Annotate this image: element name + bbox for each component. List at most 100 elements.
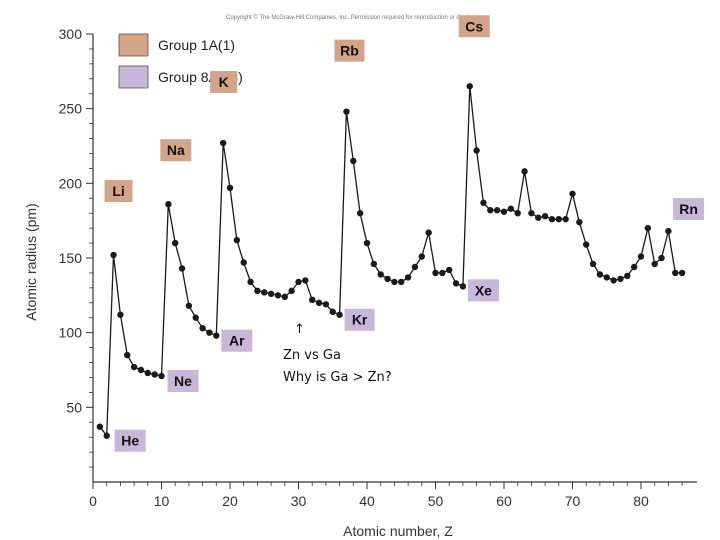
data-point bbox=[452, 280, 460, 287]
data-point bbox=[329, 308, 336, 315]
data-point bbox=[569, 190, 576, 197]
x-tick-label: 60 bbox=[496, 493, 512, 509]
data-point bbox=[96, 423, 104, 430]
data-point bbox=[377, 271, 384, 278]
data-point bbox=[514, 210, 521, 217]
data-point bbox=[233, 236, 241, 244]
data-point bbox=[363, 239, 371, 247]
data-point bbox=[302, 277, 309, 284]
data-point bbox=[165, 201, 172, 208]
data-point bbox=[493, 207, 501, 214]
data-point bbox=[411, 263, 419, 271]
data-point bbox=[658, 254, 665, 262]
data-point bbox=[555, 215, 562, 223]
element-label-kr: Kr bbox=[352, 312, 368, 328]
data-point bbox=[432, 269, 439, 277]
data-point bbox=[528, 210, 535, 217]
data-point bbox=[473, 147, 480, 154]
data-point bbox=[637, 253, 645, 260]
data-point bbox=[172, 239, 179, 247]
data-point bbox=[480, 199, 487, 206]
element-label-box bbox=[673, 197, 705, 220]
element-label-box bbox=[467, 279, 499, 302]
data-point bbox=[589, 260, 597, 268]
x-tick-label: 30 bbox=[291, 493, 307, 509]
annotation-arrow: ↑ bbox=[294, 322, 305, 337]
x-tick-label: 20 bbox=[222, 493, 238, 509]
x-tick-label: 0 bbox=[89, 493, 97, 509]
element-label-rb: Rb bbox=[340, 43, 359, 59]
element-label-box bbox=[458, 15, 490, 38]
x-tick-label: 70 bbox=[565, 493, 581, 509]
data-point bbox=[624, 272, 631, 280]
data-point bbox=[562, 215, 569, 223]
data-point bbox=[343, 108, 350, 115]
x-tick-label: 10 bbox=[154, 493, 170, 509]
data-point bbox=[651, 260, 658, 268]
legend-swatch bbox=[118, 65, 149, 89]
element-label-rn: Rn bbox=[679, 201, 698, 217]
data-point bbox=[137, 366, 145, 374]
element-label-box bbox=[210, 71, 238, 94]
data-point bbox=[254, 287, 261, 295]
data-point bbox=[117, 311, 124, 318]
element-label-na: Na bbox=[167, 142, 185, 158]
y-axis-label: Atomic radius (pm) bbox=[23, 203, 39, 320]
data-point bbox=[576, 218, 583, 226]
data-point bbox=[596, 271, 604, 278]
element-label-li: Li bbox=[112, 183, 124, 199]
data-point bbox=[665, 227, 672, 235]
data-point bbox=[391, 278, 398, 286]
element-label-box bbox=[221, 329, 253, 352]
data-point bbox=[487, 207, 494, 214]
element-labels: Li Na K Rb Cs He Ne Ar Kr Xe Rn bbox=[104, 15, 705, 452]
data-point bbox=[500, 208, 508, 215]
data-point bbox=[110, 251, 117, 259]
x-tick-label: 40 bbox=[359, 493, 375, 509]
element-label-ar: Ar bbox=[229, 333, 245, 349]
data-point bbox=[240, 259, 247, 266]
data-point bbox=[350, 157, 357, 165]
data-point bbox=[199, 324, 206, 332]
data-point bbox=[247, 278, 254, 286]
data-point bbox=[356, 210, 364, 217]
data-point bbox=[315, 299, 323, 306]
data-point bbox=[603, 274, 610, 281]
data-point bbox=[192, 314, 199, 321]
element-label-xe: Xe bbox=[475, 282, 492, 298]
copyright-notice: Copyright © The McGraw-Hill Companies, I… bbox=[226, 15, 477, 21]
data-point bbox=[535, 214, 542, 221]
y-tick-label: 50 bbox=[66, 399, 82, 415]
element-label-box bbox=[344, 308, 375, 331]
y-tick-label: 200 bbox=[59, 175, 83, 191]
data-point bbox=[124, 351, 131, 359]
data-point bbox=[384, 275, 391, 283]
y-tick-label: 100 bbox=[59, 325, 83, 341]
data-point bbox=[144, 369, 151, 377]
data-points bbox=[96, 83, 686, 439]
data-point bbox=[295, 278, 302, 286]
data-point bbox=[583, 241, 590, 248]
data-point bbox=[206, 329, 213, 336]
data-point bbox=[274, 292, 282, 299]
data-point bbox=[507, 205, 515, 212]
data-point bbox=[644, 224, 652, 232]
data-point bbox=[151, 371, 158, 378]
data-point bbox=[322, 301, 330, 308]
data-point bbox=[617, 275, 624, 283]
data-point bbox=[548, 215, 556, 223]
data-point bbox=[425, 229, 432, 236]
legend-label: Group 1A(1) bbox=[158, 37, 235, 53]
x-axis-label: Atomic number, Z bbox=[343, 523, 453, 539]
element-label-box bbox=[167, 369, 199, 392]
element-label-cs: Cs bbox=[465, 18, 483, 34]
data-point bbox=[439, 269, 446, 277]
data-point bbox=[267, 290, 275, 298]
annotation-line-1: Zn vs Ga bbox=[283, 348, 341, 363]
element-label-box bbox=[104, 180, 133, 203]
data-point bbox=[521, 168, 528, 175]
axes: 50 100 150 200 250 300 0 10 20 30 40 50 60 70 80 bbox=[59, 26, 697, 509]
annotation-line-2: Why is Ga > Zn? bbox=[283, 370, 392, 385]
data-point bbox=[158, 372, 165, 380]
